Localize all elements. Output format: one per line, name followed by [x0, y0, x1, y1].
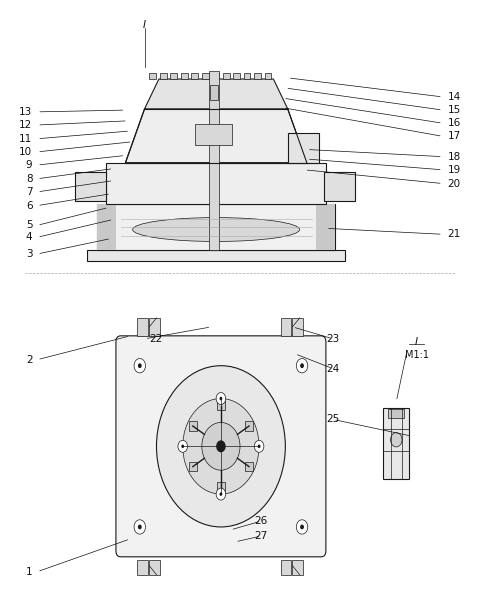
- FancyBboxPatch shape: [217, 401, 225, 410]
- Ellipse shape: [132, 218, 300, 241]
- FancyBboxPatch shape: [217, 482, 225, 492]
- Circle shape: [216, 488, 226, 500]
- FancyBboxPatch shape: [281, 318, 291, 336]
- FancyBboxPatch shape: [160, 73, 167, 79]
- FancyBboxPatch shape: [233, 73, 240, 79]
- Circle shape: [134, 359, 145, 373]
- FancyBboxPatch shape: [192, 73, 198, 79]
- Circle shape: [216, 392, 226, 404]
- Circle shape: [181, 445, 184, 448]
- FancyBboxPatch shape: [209, 71, 218, 250]
- FancyBboxPatch shape: [195, 124, 232, 145]
- Polygon shape: [125, 109, 307, 163]
- Circle shape: [296, 520, 308, 534]
- FancyBboxPatch shape: [149, 73, 156, 79]
- Text: 16: 16: [447, 118, 461, 128]
- FancyBboxPatch shape: [281, 560, 291, 575]
- FancyBboxPatch shape: [189, 421, 197, 431]
- Text: 3: 3: [26, 249, 33, 259]
- FancyBboxPatch shape: [223, 73, 229, 79]
- FancyBboxPatch shape: [181, 73, 188, 79]
- FancyBboxPatch shape: [137, 318, 148, 336]
- FancyBboxPatch shape: [137, 560, 148, 575]
- Circle shape: [219, 493, 222, 496]
- FancyBboxPatch shape: [245, 462, 253, 472]
- Circle shape: [258, 445, 261, 448]
- Circle shape: [134, 520, 145, 534]
- FancyBboxPatch shape: [383, 407, 409, 479]
- Text: 11: 11: [19, 134, 33, 144]
- Circle shape: [300, 364, 304, 368]
- Text: I: I: [415, 337, 418, 347]
- Polygon shape: [144, 79, 288, 109]
- Text: 10: 10: [19, 147, 33, 157]
- Text: 18: 18: [447, 152, 461, 161]
- FancyBboxPatch shape: [324, 172, 355, 202]
- FancyBboxPatch shape: [97, 205, 116, 250]
- FancyBboxPatch shape: [265, 73, 272, 79]
- Text: 22: 22: [149, 334, 163, 344]
- Text: 7: 7: [26, 187, 33, 197]
- FancyBboxPatch shape: [212, 73, 219, 79]
- FancyBboxPatch shape: [149, 560, 160, 575]
- FancyBboxPatch shape: [116, 336, 326, 557]
- FancyBboxPatch shape: [170, 73, 177, 79]
- Text: 19: 19: [447, 165, 461, 175]
- Text: 20: 20: [447, 179, 461, 188]
- FancyBboxPatch shape: [292, 318, 303, 336]
- Circle shape: [138, 364, 142, 368]
- Circle shape: [138, 524, 142, 529]
- FancyBboxPatch shape: [202, 73, 208, 79]
- Circle shape: [178, 440, 188, 452]
- Text: 5: 5: [26, 220, 33, 230]
- FancyBboxPatch shape: [244, 73, 251, 79]
- FancyBboxPatch shape: [316, 205, 336, 250]
- Text: 9: 9: [26, 160, 33, 170]
- FancyBboxPatch shape: [388, 409, 404, 418]
- Text: 15: 15: [447, 105, 461, 115]
- Text: 27: 27: [254, 531, 267, 541]
- FancyBboxPatch shape: [254, 73, 261, 79]
- Text: 17: 17: [447, 131, 461, 142]
- FancyBboxPatch shape: [97, 205, 336, 250]
- Text: M1:1: M1:1: [405, 350, 429, 360]
- Text: 4: 4: [26, 232, 33, 242]
- Text: 23: 23: [326, 334, 339, 344]
- FancyBboxPatch shape: [288, 133, 319, 163]
- FancyBboxPatch shape: [292, 560, 303, 575]
- Circle shape: [156, 365, 285, 527]
- Text: I: I: [143, 20, 146, 30]
- Text: 6: 6: [26, 200, 33, 211]
- Text: 13: 13: [19, 107, 33, 117]
- FancyBboxPatch shape: [210, 85, 217, 100]
- Text: 1: 1: [26, 567, 33, 577]
- Circle shape: [219, 397, 222, 400]
- Text: 14: 14: [447, 92, 461, 102]
- Circle shape: [391, 433, 402, 447]
- FancyBboxPatch shape: [245, 421, 253, 431]
- Circle shape: [216, 440, 226, 452]
- Text: 2: 2: [26, 355, 33, 365]
- Text: 12: 12: [19, 120, 33, 130]
- Text: 24: 24: [326, 364, 339, 374]
- Circle shape: [183, 398, 259, 494]
- Text: 8: 8: [26, 174, 33, 184]
- Text: 21: 21: [447, 229, 461, 239]
- Circle shape: [202, 422, 240, 470]
- Circle shape: [300, 524, 304, 529]
- FancyBboxPatch shape: [189, 462, 197, 472]
- FancyBboxPatch shape: [75, 172, 107, 202]
- Text: 26: 26: [254, 516, 267, 526]
- FancyBboxPatch shape: [107, 163, 326, 205]
- Circle shape: [296, 359, 308, 373]
- Text: 25: 25: [326, 415, 339, 424]
- FancyBboxPatch shape: [149, 318, 160, 336]
- FancyBboxPatch shape: [87, 250, 345, 261]
- Circle shape: [254, 440, 264, 452]
